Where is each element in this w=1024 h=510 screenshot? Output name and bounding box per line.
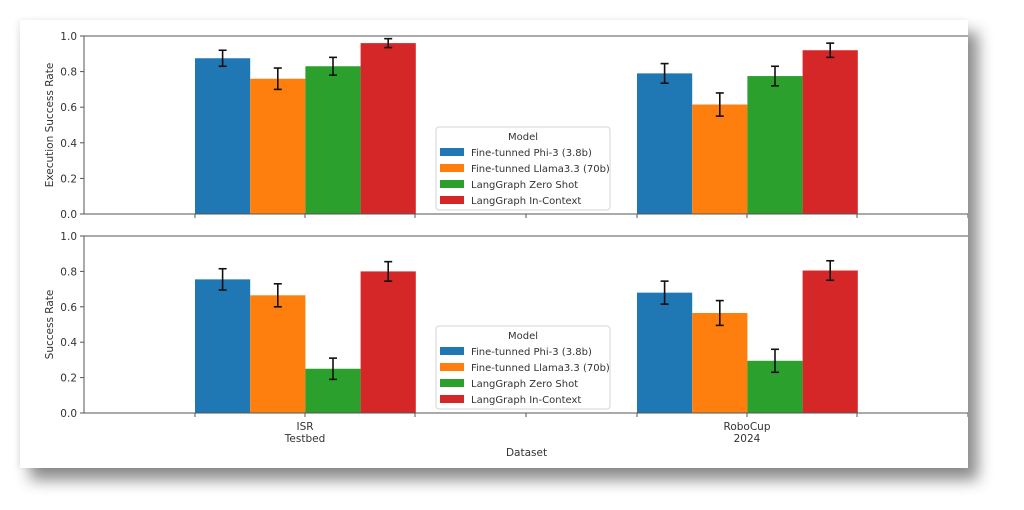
legend-swatch xyxy=(440,148,464,156)
figure-frame: 0.0 0.2 0.4 0.6 0.8 1.0 Execution Success Rate… xyxy=(20,20,968,468)
bar xyxy=(360,43,416,215)
bar xyxy=(250,295,306,413)
bar xyxy=(637,292,693,413)
legend: Model Fine-tunned Phi-3 (3.8b) Fine-tunned… xyxy=(435,126,611,211)
legend-swatch xyxy=(440,395,464,403)
x-tick-label: RoboCup xyxy=(724,421,771,433)
legend-label: Fine-tunned Phi-3 (3.8b) xyxy=(471,148,592,159)
legend-swatch xyxy=(440,180,464,188)
legend-box xyxy=(435,325,611,410)
bar xyxy=(692,104,748,214)
y-tick-label: 0.6 xyxy=(60,302,77,314)
y-tick-label: 1.0 xyxy=(60,231,77,243)
legend: Model Fine-tunned Phi-3 (3.8b) Fine-tunned… xyxy=(435,325,611,410)
subplot-success: 0.0 0.2 0.4 0.6 0.8 1.0 Success Rate Model Fine-… xyxy=(44,231,968,459)
legend-title: Model xyxy=(508,132,538,143)
x-tick-label: 2024 xyxy=(734,433,761,445)
y-tick-label: 0.4 xyxy=(60,138,77,150)
y-axis-label: Success Rate xyxy=(44,290,56,360)
legend-label: LangGraph In-Context xyxy=(471,196,581,207)
bar xyxy=(637,73,693,214)
y-tick-label: 0.8 xyxy=(60,266,77,278)
y-tick-label: 0.6 xyxy=(60,102,77,114)
legend-label: Fine-tunned Llama3.3 (70b) xyxy=(471,164,610,175)
bar xyxy=(802,50,858,215)
y-tick-label: 0.4 xyxy=(60,337,77,349)
bar xyxy=(692,312,748,413)
bar xyxy=(195,279,251,413)
y-tick-label: 0.2 xyxy=(60,373,77,385)
legend-box xyxy=(435,126,611,211)
legend-swatch xyxy=(440,347,464,355)
legend-label: LangGraph Zero Shot xyxy=(471,379,578,390)
legend-label: LangGraph Zero Shot xyxy=(471,180,578,191)
legend-swatch xyxy=(440,164,464,172)
legend-label: LangGraph In-Context xyxy=(471,395,581,406)
y-tick-label: 0.2 xyxy=(60,173,77,185)
legend-label: Fine-tunned Llama3.3 (70b) xyxy=(471,363,610,374)
y-tick-label: 0.0 xyxy=(60,408,77,420)
y-tick-label: 0.0 xyxy=(60,209,77,221)
bar xyxy=(747,76,803,214)
bar xyxy=(802,270,858,413)
x-axis-label: Dataset xyxy=(506,447,547,459)
legend-swatch xyxy=(440,196,464,204)
x-tick-label: ISR xyxy=(296,421,313,433)
y-tick-label: 0.8 xyxy=(60,67,77,79)
legend-swatch xyxy=(440,379,464,387)
subplot-execution-success: 0.0 0.2 0.4 0.6 0.8 1.0 Execution Success Rate… xyxy=(44,31,968,221)
legend-swatch xyxy=(440,363,464,371)
figure: 0.0 0.2 0.4 0.6 0.8 1.0 Execution Success Rate… xyxy=(44,31,968,459)
bar xyxy=(360,271,416,413)
bar xyxy=(305,66,361,214)
bar xyxy=(250,78,306,214)
x-tick-label: Testbed xyxy=(284,433,325,445)
y-axis-label: Execution Success Rate xyxy=(44,63,56,188)
bar xyxy=(195,58,251,214)
legend-label: Fine-tunned Phi-3 (3.8b) xyxy=(471,347,592,358)
y-tick-label: 1.0 xyxy=(60,31,77,43)
legend-title: Model xyxy=(508,331,538,342)
